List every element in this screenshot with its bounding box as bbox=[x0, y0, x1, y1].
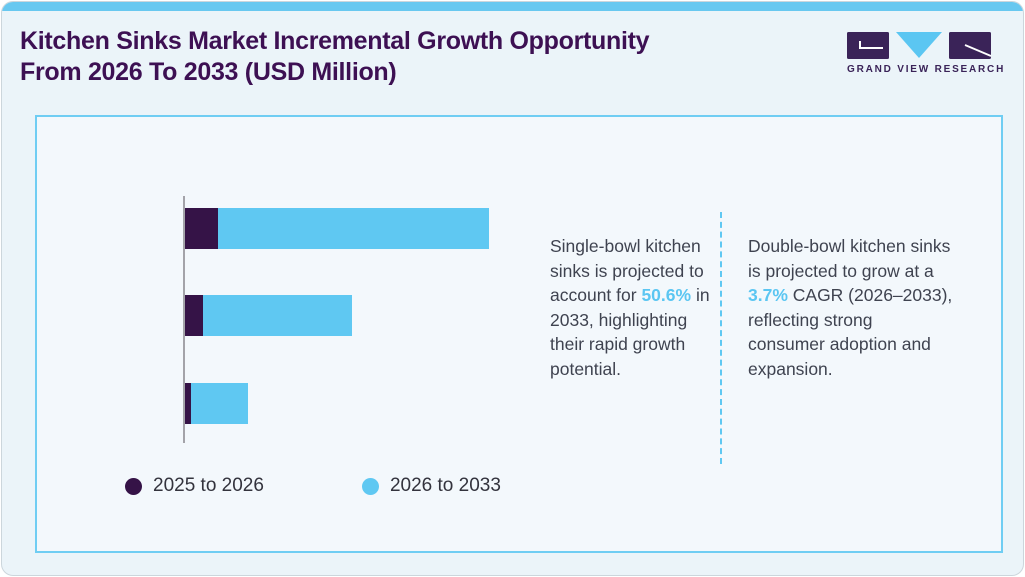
bar-segment bbox=[185, 295, 203, 336]
logo-wordmark: GRAND VIEW RESEARCH bbox=[847, 64, 1006, 75]
annotation-text: CAGR (2026–2033), reflecting strong cons… bbox=[748, 285, 953, 379]
legend-dot-icon bbox=[125, 477, 142, 495]
grand-view-research-logo: GRAND VIEW RESEARCH bbox=[847, 32, 1006, 75]
highlight-value: 3.7% bbox=[748, 285, 788, 305]
bar-track bbox=[185, 383, 248, 424]
bar-track bbox=[185, 208, 489, 249]
highlight-value: 50.6% bbox=[641, 285, 692, 305]
chart-legend: 2025 to 2026 2026 to 2033 bbox=[125, 475, 501, 497]
page-title-line1: Kitchen Sinks Market Incremental Growth … bbox=[20, 27, 650, 55]
annotation-text: Single-bowl kitchen sinks is projected t… bbox=[550, 236, 704, 305]
bar-segment bbox=[185, 383, 191, 424]
legend-dot-icon bbox=[361, 477, 379, 495]
dashed-divider bbox=[720, 212, 722, 464]
bar-segment bbox=[218, 208, 489, 249]
legend-item: 2025 to 2026 bbox=[125, 475, 264, 497]
top-accent-strip bbox=[2, 2, 1023, 11]
page-title-line2: From 2026 To 2033 (USD Million) bbox=[20, 58, 397, 86]
category-axis-line bbox=[183, 196, 185, 443]
gvr-logo-icon bbox=[847, 32, 992, 59]
legend-label: 2026 to 2033 bbox=[389, 475, 501, 496]
legend-item: 2026 to 2033 bbox=[361, 475, 501, 497]
bar-segment bbox=[203, 295, 352, 336]
annotation-text: in 2033, highlighting their rapid growth… bbox=[550, 285, 710, 379]
bar-segment bbox=[185, 208, 218, 249]
bar-segment bbox=[191, 383, 248, 424]
chart-panel: Single BowlDouble BowlMulti Bowl 2025 to… bbox=[35, 115, 1003, 553]
page-title: Kitchen Sinks Market Incremental Growth … bbox=[20, 26, 780, 88]
annotation-single-bowl: Single-bowl kitchen sinks is projected t… bbox=[550, 234, 715, 381]
bar-track bbox=[185, 295, 352, 336]
annotation-text: Double-bowl kitchen sinks is projected t… bbox=[748, 236, 951, 281]
annotation-double-bowl: Double-bowl kitchen sinks is projected t… bbox=[748, 234, 953, 381]
legend-label: 2025 to 2026 bbox=[153, 475, 264, 496]
